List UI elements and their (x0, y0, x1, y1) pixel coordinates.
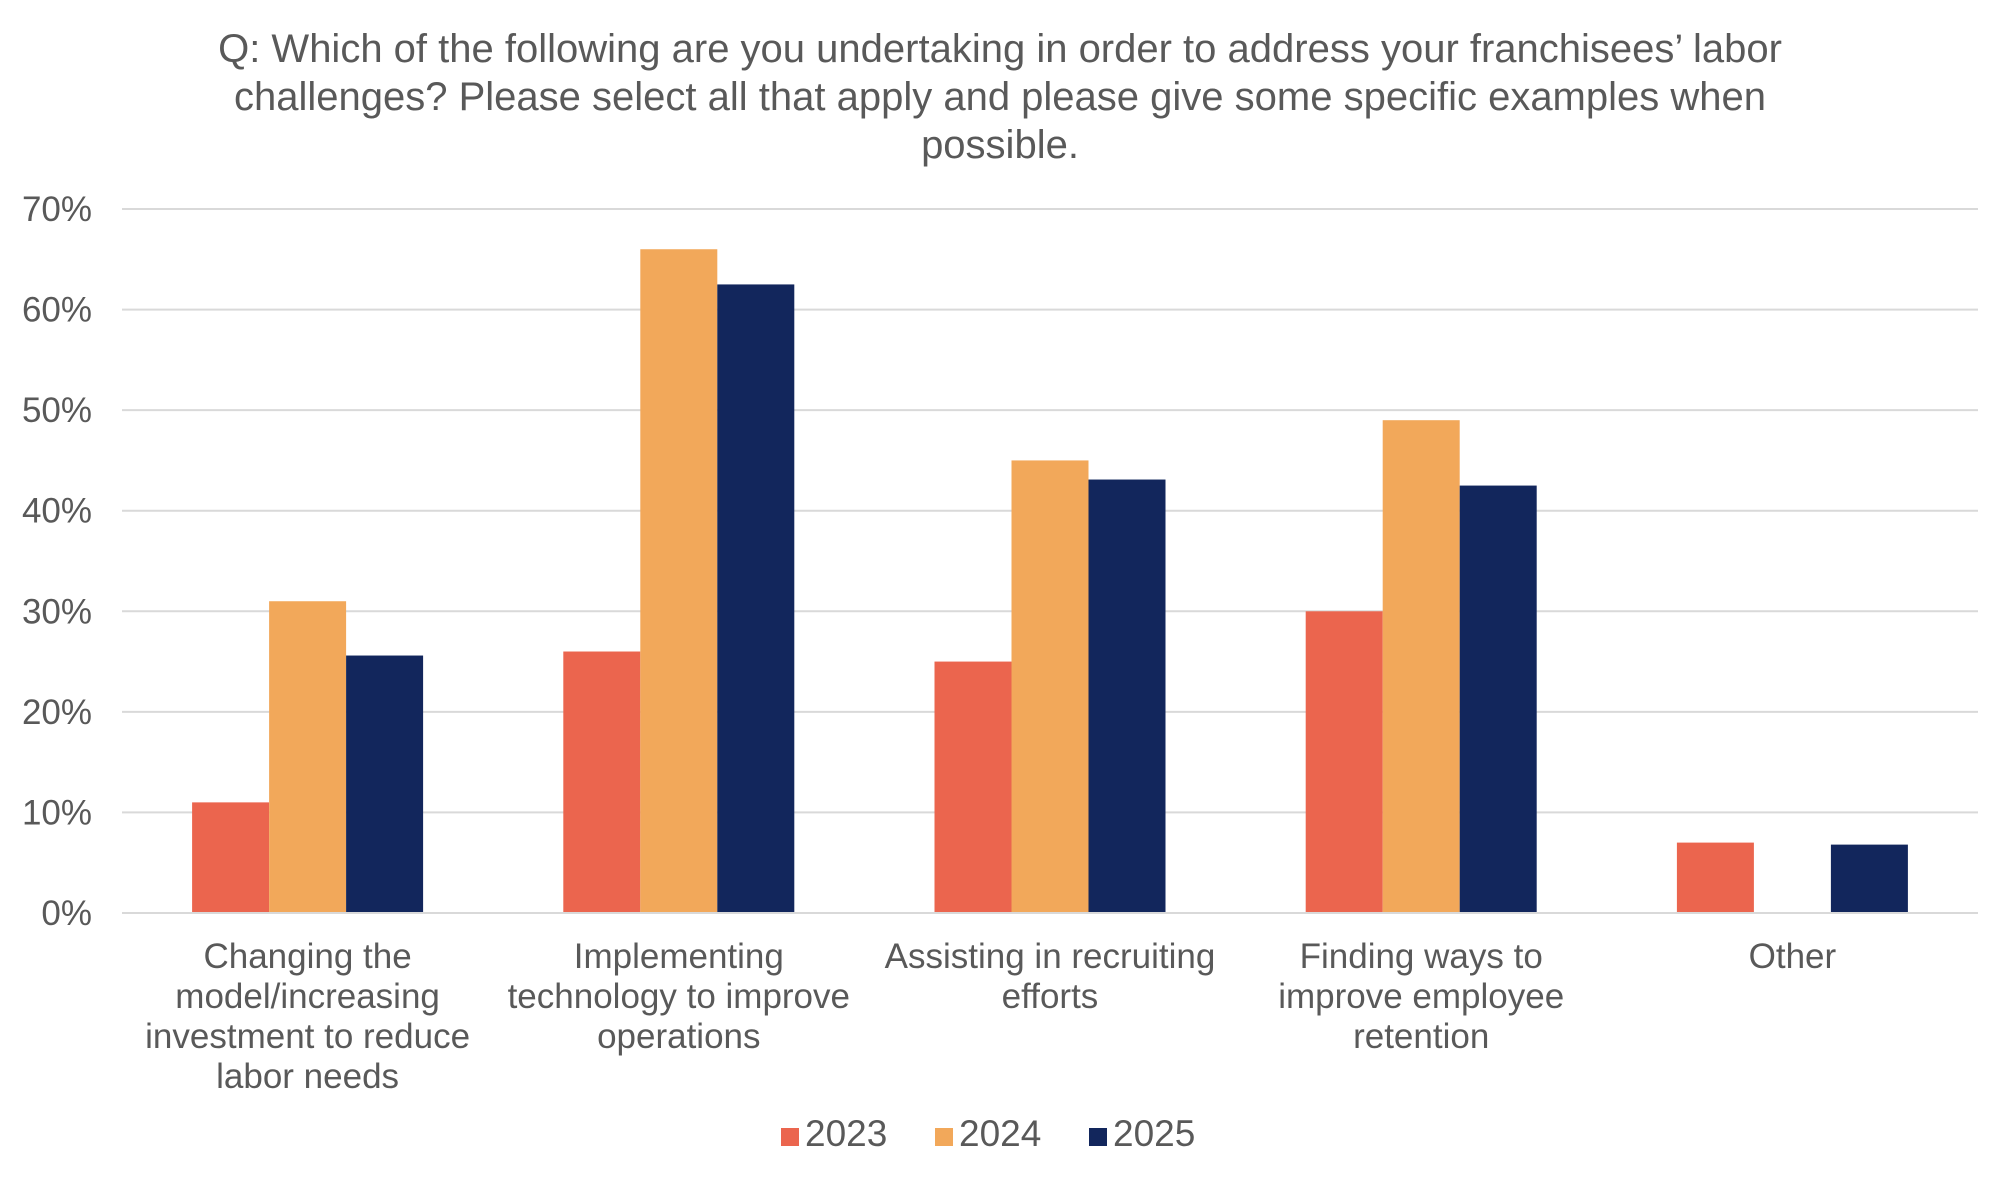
x-category-label-line: Implementing (574, 937, 784, 976)
x-axis-category-labels: Changing the model/increasing investment t… (145, 937, 1836, 1096)
x-category-label: Implementing technology to improve operati… (508, 937, 850, 1056)
legend-label-2025: 2025 (1113, 1113, 1195, 1154)
bar-2023 (1305, 611, 1383, 913)
y-tick-label: 50% (22, 391, 92, 430)
chart-title: Q: Which of the following are you undert… (218, 27, 1782, 167)
bar-2024 (640, 249, 718, 913)
chart-title-line: possible. (921, 123, 1079, 167)
bar-2023 (192, 802, 270, 913)
legend-label-2024: 2024 (959, 1113, 1041, 1154)
legend-swatch-2023 (781, 1128, 799, 1146)
y-tick-label: 10% (22, 793, 92, 832)
x-category-label-line: Other (1749, 937, 1837, 976)
x-category-label-line: labor needs (216, 1057, 399, 1096)
legend: 2023 2024 2025 (781, 1113, 1195, 1154)
x-category-label-line: efforts (1002, 977, 1099, 1016)
bar-2025 (1830, 844, 1908, 913)
bar-2025 (346, 655, 424, 913)
x-category-label-line: model/increasing (175, 977, 440, 1016)
bar-2023 (563, 651, 641, 913)
legend-label-2023: 2023 (805, 1113, 887, 1154)
y-axis-tick-labels: 0% 10% 20% 30% 40% 50% 60% 70% (22, 190, 92, 933)
x-category-label-line: Changing the (203, 937, 411, 976)
bar-2025 (1459, 485, 1537, 913)
bar-2024 (269, 601, 347, 913)
x-category-label-line: Finding ways to (1300, 937, 1543, 976)
x-category-label-line: Assisting in recruiting (885, 937, 1216, 976)
x-category-label-line: technology to improve (508, 977, 850, 1016)
chart-title-line: Q: Which of the following are you undert… (218, 27, 1782, 71)
bar-2023 (934, 661, 1012, 913)
x-category-label-line: investment to reduce (145, 1017, 470, 1056)
x-category-label-line: operations (597, 1017, 760, 1056)
x-category-label: Assisting in recruiting efforts (885, 937, 1216, 1016)
y-tick-label: 30% (22, 592, 92, 631)
chart-title-line: challenges? Please select all that apply… (234, 75, 1766, 119)
bars (192, 249, 1908, 913)
y-tick-label: 0% (41, 894, 92, 933)
x-category-label-line: retention (1353, 1017, 1489, 1056)
bar-2025 (1088, 479, 1166, 913)
legend-swatch-2024 (935, 1128, 953, 1146)
x-category-label: Finding ways to improve employee retention (1278, 937, 1564, 1056)
x-category-label: Other (1749, 937, 1837, 976)
y-tick-label: 70% (22, 190, 92, 229)
y-tick-label: 20% (22, 693, 92, 732)
y-tick-label: 60% (22, 291, 92, 330)
bar-2025 (717, 284, 795, 913)
bar-2024 (1382, 420, 1460, 913)
legend-swatch-2025 (1089, 1128, 1107, 1146)
x-category-label: Changing the model/increasing investment t… (145, 937, 470, 1096)
bar-2023 (1676, 842, 1754, 913)
bar-2024 (1011, 460, 1089, 913)
x-category-label-line: improve employee (1278, 977, 1564, 1016)
y-tick-label: 40% (22, 492, 92, 531)
